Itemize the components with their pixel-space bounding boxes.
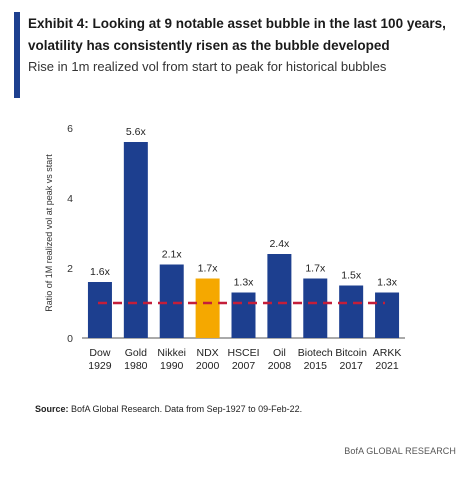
x-tick-label: Gold [125,347,147,359]
footer-brand: BofA GLOBAL RESEARCH [344,446,456,456]
source-note: Source: BofA Global Research. Data from … [35,404,302,414]
bar-chart: Ratio of 1M realized vol at peak vs star… [44,123,405,372]
x-tick-year: 1990 [160,360,184,372]
data-label: 2.1x [162,249,183,261]
bar [375,292,400,338]
x-tick-label: Dow [89,347,110,359]
bar [231,292,256,338]
data-label: 1.5x [341,270,362,282]
x-tick-label: HSCEI [227,347,259,359]
y-tick-label: 0 [67,333,73,345]
chart-title: Exhibit 4: Looking at 9 notable asset bu… [28,16,446,53]
data-label: 5.6x [126,126,147,138]
bar [339,285,364,338]
chart-subtitle: Rise in 1m realized vol from start to pe… [28,59,387,74]
bar [195,278,220,338]
x-tick-year: 2017 [339,360,363,372]
x-tick-label: ARKK [373,347,402,359]
source-text: BofA Global Research. Data from Sep-1927… [71,404,303,414]
x-tick-label: Biotech [298,347,333,359]
data-label: 1.6x [90,266,111,278]
x-tick-label: Oil [273,347,286,359]
bar [159,264,184,338]
bar [303,278,328,338]
data-label: 2.4x [269,238,290,250]
source-label: Source: [35,404,69,414]
x-tick-year: 2015 [304,360,328,372]
x-tick-year: 2000 [196,360,220,372]
y-tick-label: 6 [67,123,73,135]
y-tick-label: 4 [67,193,73,205]
bar [267,254,292,338]
x-tick-year: 2008 [268,360,292,372]
x-tick-year: 2007 [232,360,256,372]
data-label: 1.3x [234,277,255,289]
accent-bar [14,12,20,98]
bar [87,282,112,338]
data-label: 1.7x [305,263,326,275]
x-tick-label: Nikkei [157,347,186,359]
bar [123,142,148,338]
x-tick-year: 2021 [375,360,399,372]
x-tick-label: NDX [197,347,219,359]
x-tick-label: Bitcoin [335,347,367,359]
x-tick-year: 1929 [88,360,112,372]
y-axis-label: Ratio of 1M realized vol at peak vs star… [44,154,54,312]
data-label: 1.7x [198,263,219,275]
y-tick-label: 2 [67,263,73,275]
data-label: 1.3x [377,277,398,289]
x-tick-year: 1980 [124,360,148,372]
